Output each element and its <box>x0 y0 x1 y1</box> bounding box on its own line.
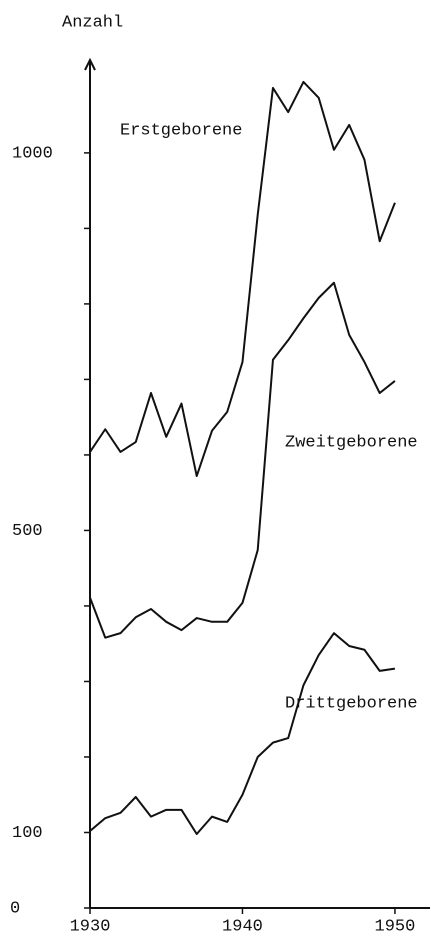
y-tick-label: 0 <box>10 899 20 918</box>
y-axis-label: Anzahl <box>62 13 123 32</box>
y-tick-label: 1000 <box>12 144 53 163</box>
x-tick-label: 1940 <box>222 917 263 936</box>
series-label: Zweitgeborene <box>285 433 418 452</box>
y-axis-arrow <box>84 57 96 71</box>
x-tick-label: 1930 <box>70 917 111 936</box>
series-label: Drittgeborene <box>285 694 418 713</box>
series-line <box>89 632 396 835</box>
series-label: Erstgeborene <box>120 121 242 140</box>
series-line <box>89 281 396 639</box>
y-tick-label: 100 <box>12 824 43 843</box>
series-line <box>89 80 396 478</box>
y-tick-label: 500 <box>12 522 43 541</box>
x-tick-label: 1950 <box>375 917 416 936</box>
